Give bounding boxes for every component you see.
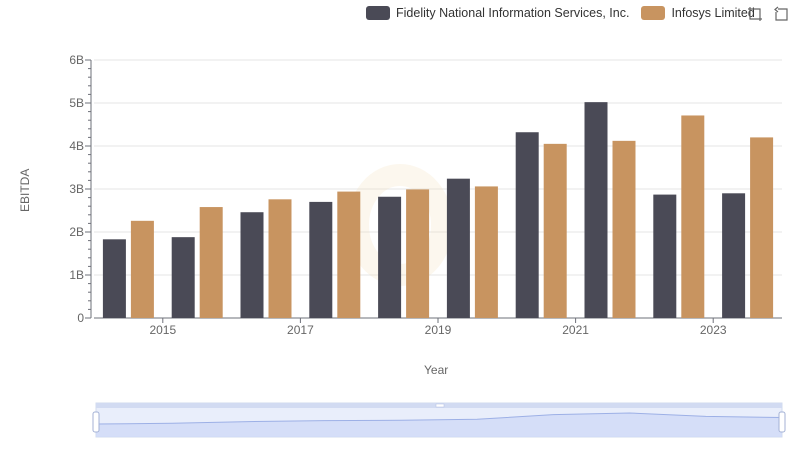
zoom-reset-icon[interactable]: [773, 6, 789, 22]
datazoom-overview-line: [95, 412, 783, 425]
bar-fidelity-2021[interactable]: [584, 102, 608, 318]
y-tick-label: 2B: [69, 225, 84, 239]
y-tick-label: 0: [77, 311, 84, 325]
bar-fidelity-2017[interactable]: [309, 201, 333, 318]
x-tick-label: 2021: [562, 323, 589, 337]
datazoom-slider[interactable]: [92, 402, 786, 438]
legend[interactable]: Fidelity National Information Services, …: [366, 4, 767, 22]
bar-infosys-2015[interactable]: [199, 207, 223, 318]
legend-item-fidelity[interactable]: Fidelity National Information Services, …: [366, 6, 629, 20]
x-tick-label: 2023: [700, 323, 727, 337]
x-tick-label: 2019: [425, 323, 452, 337]
y-tick-label: 1B: [69, 268, 84, 282]
datazoom-handle-start[interactable]: [92, 411, 100, 433]
legend-swatch-fidelity: [366, 6, 390, 20]
bar-fidelity-2023[interactable]: [722, 193, 746, 318]
y-axis: 0 1B 2B 3B 4B 5B 6B: [69, 53, 92, 325]
legend-swatch-infosys: [641, 6, 666, 20]
bar-fidelity-2018[interactable]: [378, 196, 402, 318]
toolbox[interactable]: [747, 6, 799, 22]
bar-infosys-2021[interactable]: [612, 140, 636, 318]
bar-infosys-2017[interactable]: [337, 191, 361, 318]
bar-infosys-2023[interactable]: [750, 137, 774, 318]
bar-fidelity-2020[interactable]: [515, 132, 539, 318]
bar-fidelity-2019[interactable]: [446, 178, 470, 318]
bar-infosys-2020[interactable]: [543, 143, 567, 318]
bar-infosys-2014[interactable]: [130, 220, 154, 318]
datazoom-overview-area: [96, 413, 782, 437]
legend-label-infosys: Infosys Limited: [671, 6, 755, 20]
bar-series[interactable]: [102, 102, 774, 318]
legend-item-infosys[interactable]: Infosys Limited: [641, 6, 755, 20]
bar-fidelity-2016[interactable]: [240, 212, 264, 318]
y-axis-title: EBITDA: [18, 168, 32, 212]
bar-infosys-2016[interactable]: [268, 199, 292, 318]
x-axis: 2015 2017 2019 2021 2023: [94, 317, 782, 337]
x-tick-label: 2015: [149, 323, 176, 337]
x-tick-label: 2017: [287, 323, 314, 337]
legend-label-fidelity: Fidelity National Information Services, …: [396, 6, 630, 20]
datazoom-drag-grip[interactable]: [435, 403, 445, 408]
bar-fidelity-2014[interactable]: [102, 239, 126, 318]
y-tick-label: 5B: [69, 96, 84, 110]
x-axis-title: Year: [424, 363, 449, 377]
y-tick-label: 6B: [69, 53, 84, 67]
zoom-icon[interactable]: [747, 6, 763, 22]
y-tick-label: 3B: [69, 182, 84, 196]
bar-fidelity-2022[interactable]: [653, 194, 677, 318]
bar-infosys-2019[interactable]: [474, 186, 498, 318]
datazoom-handle-end[interactable]: [778, 411, 786, 433]
bar-infosys-2018[interactable]: [406, 189, 430, 318]
bar-infosys-2022[interactable]: [681, 115, 705, 318]
bar-fidelity-2015[interactable]: [171, 237, 195, 318]
y-tick-label: 4B: [69, 139, 84, 153]
